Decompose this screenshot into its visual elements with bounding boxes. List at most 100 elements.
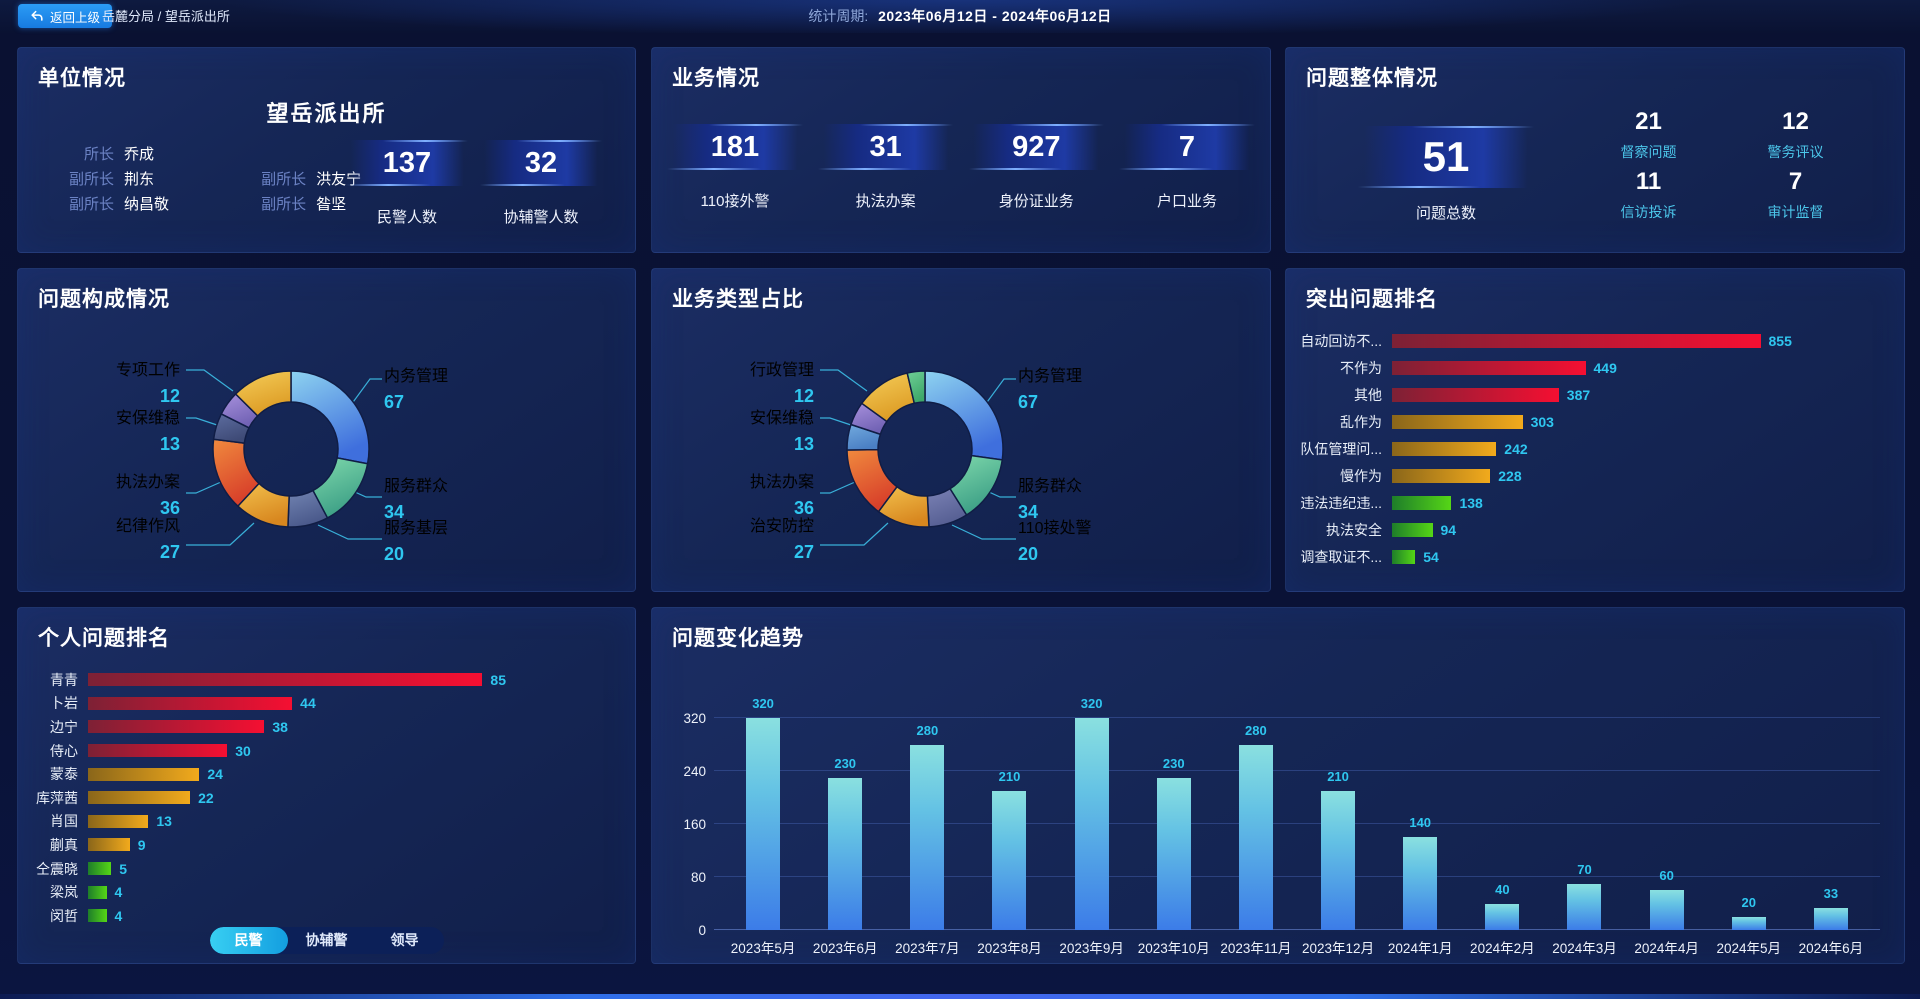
bar[interactable] — [1392, 333, 1761, 348]
bar[interactable] — [1392, 549, 1416, 564]
bar-row: 乱作为 303 — [1294, 408, 1890, 435]
slice-value: 34 — [1018, 502, 1039, 522]
bar[interactable] — [1813, 908, 1848, 930]
bar[interactable] — [1649, 890, 1684, 930]
bar[interactable] — [1485, 903, 1520, 930]
back-button[interactable]: 返回上级 — [18, 4, 113, 28]
bar[interactable] — [1392, 468, 1491, 483]
x-axis-label: 2024年4月 — [1634, 941, 1699, 956]
bar[interactable] — [88, 696, 293, 710]
bar-value: 33 — [1823, 886, 1839, 902]
tab-minjing[interactable]: 民警 — [209, 927, 288, 954]
bar[interactable] — [88, 791, 191, 805]
donut-slice[interactable] — [924, 370, 1004, 461]
panel-business: 业务情况 181 110接外警 31 执法办案 927 身份证业务 7 户口业务 — [651, 47, 1271, 253]
bar-category-label: 仝震晓 — [36, 860, 78, 877]
bar[interactable] — [1392, 522, 1433, 537]
panel-unit-info: 单位情况 望岳派出所 所长 乔成 副所长 荆东 副所长 洪友宁 副所长 纳昌敬 副所长昝… — [17, 47, 636, 253]
bar[interactable] — [88, 862, 112, 876]
bar-value: 303 — [1530, 413, 1554, 430]
bar[interactable] — [88, 744, 228, 758]
bar[interactable] — [1392, 387, 1559, 402]
tab-xiefujing[interactable]: 协辅警 — [305, 932, 348, 948]
breadcrumb[interactable]: 岳麓分局 / 望岳派出所 — [102, 9, 230, 24]
slice-label: 服务群众 — [384, 478, 449, 495]
bar[interactable] — [88, 909, 107, 923]
bar[interactable] — [1731, 916, 1766, 930]
panel-business-type: 业务类型占比 行政管理 12 安保维稳 13 执法办案 36 治安防控 27 内… — [651, 268, 1271, 592]
panel-title: 单位情况 — [38, 67, 126, 90]
bar-row: 不作为 449 — [1294, 354, 1890, 381]
bar-category-label: 违法违纪违... — [1300, 494, 1382, 511]
business-stats: 181 110接外警 31 执法办案 927 身份证业务 7 户口业务 — [667, 124, 1255, 211]
donut-slice[interactable] — [906, 370, 926, 405]
bar-value: 70 — [1577, 861, 1592, 877]
tab-lingdao[interactable]: 领导 — [390, 932, 419, 948]
bar[interactable] — [1392, 360, 1586, 375]
bar[interactable] — [88, 720, 265, 734]
bar[interactable] — [88, 767, 200, 781]
bar-row: 蒙泰 24 — [26, 762, 621, 786]
panel-title: 业务类型占比 — [672, 288, 804, 311]
bar[interactable] — [88, 673, 483, 687]
bar-track: 4 — [88, 884, 621, 900]
bar-value: 13 — [156, 813, 172, 830]
bar[interactable] — [1156, 777, 1191, 930]
stat-label: 信访投诉 — [1620, 204, 1677, 220]
bar[interactable] — [1567, 883, 1602, 930]
leader-row: 副所长 纳昌敬 副所长 昝坚 — [44, 192, 424, 217]
bar[interactable] — [88, 838, 130, 852]
bar-column: 230 2023年6月 — [804, 718, 886, 956]
bar[interactable] — [910, 744, 945, 930]
slice-value: 13 — [793, 434, 814, 454]
bar-value: 230 — [1162, 755, 1185, 771]
stat-value: 12 — [1782, 108, 1809, 135]
bar-track: 85 — [88, 672, 621, 688]
bar-row: 青青 85 — [26, 668, 621, 692]
slice-value: 36 — [793, 498, 814, 518]
bar[interactable] — [828, 777, 863, 930]
x-axis-label: 2024年5月 — [1716, 941, 1782, 956]
bar-column: 140 2024年1月 — [1379, 718, 1461, 956]
bar[interactable] — [1321, 790, 1356, 930]
bar-category-label: 蒯真 — [50, 836, 78, 853]
bar-value: 5 — [119, 860, 127, 877]
stat-period: 统计周期: 2023年06月12日 - 2024年06月12日 — [0, 0, 1920, 33]
unit-stats: 137 民警人数 32 协辅警人数 — [345, 140, 603, 227]
donut-slice[interactable] — [234, 370, 292, 417]
stat-inspection: 21 督察问题 — [1576, 108, 1721, 162]
bar-value: 38 — [272, 718, 288, 735]
bar[interactable] — [1392, 495, 1452, 510]
bar[interactable] — [746, 718, 781, 930]
bar-row: 闵哲 4 — [26, 904, 621, 928]
x-axis-label: 2023年12月 — [1302, 941, 1375, 956]
bar-category-label: 队伍管理问... — [1300, 440, 1382, 457]
bar[interactable] — [1392, 441, 1497, 456]
donut-slice[interactable] — [290, 370, 370, 465]
bar-track: 54 — [1392, 549, 1890, 565]
slice-label: 执法办案 — [115, 474, 180, 491]
station-name: 望岳派出所 — [266, 101, 387, 126]
bar-value: 94 — [1440, 521, 1457, 538]
bar[interactable] — [1403, 837, 1438, 930]
slice-label: 专项工作 — [115, 362, 180, 379]
y-axis-tick-label: 320 — [683, 711, 706, 726]
slice-value: 12 — [793, 386, 814, 406]
y-axis-tick-label: 160 — [683, 817, 706, 832]
bar-track: 387 — [1392, 387, 1890, 403]
panel-top-problems: 突出问题排名 自动回访不... 855 不作为 449 其他 387 乱作为 303 队伍管理问… — [1285, 268, 1905, 592]
x-axis-label: 2023年6月 — [812, 941, 878, 956]
stat-value: 51 — [1357, 126, 1535, 188]
bar[interactable] — [1238, 744, 1273, 930]
bar[interactable] — [992, 790, 1027, 930]
bar[interactable] — [88, 885, 107, 899]
bar[interactable] — [1392, 414, 1523, 429]
leader-role: 副所长 — [68, 171, 114, 188]
x-axis-label: 2023年5月 — [730, 941, 796, 956]
bar-track: 4 — [88, 908, 621, 924]
bar-category-label: 肖国 — [50, 813, 78, 830]
bar-column: 280 2023年7月 — [886, 718, 968, 957]
stat-label: 审计监督 — [1767, 204, 1824, 220]
bar[interactable] — [88, 814, 149, 828]
bar[interactable] — [1074, 718, 1109, 930]
